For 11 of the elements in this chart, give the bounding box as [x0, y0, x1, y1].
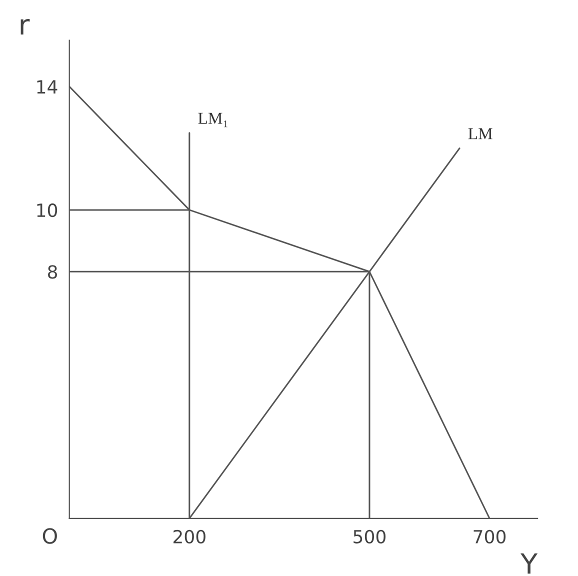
text: O	[42, 528, 57, 544]
x-tick-label: 700	[474, 530, 506, 544]
series-label: LM	[468, 128, 492, 140]
y-tick-label: 14	[37, 80, 58, 94]
series-label: LM₁	[198, 112, 228, 128]
y-tick-label: 8	[48, 265, 58, 279]
y-axis-title: r	[20, 18, 30, 35]
x-axis-title: Y	[520, 553, 538, 574]
x-tick-label: 500	[354, 530, 386, 544]
y-tick-label: 10	[37, 203, 58, 218]
x-tick-label: 200	[174, 530, 206, 544]
